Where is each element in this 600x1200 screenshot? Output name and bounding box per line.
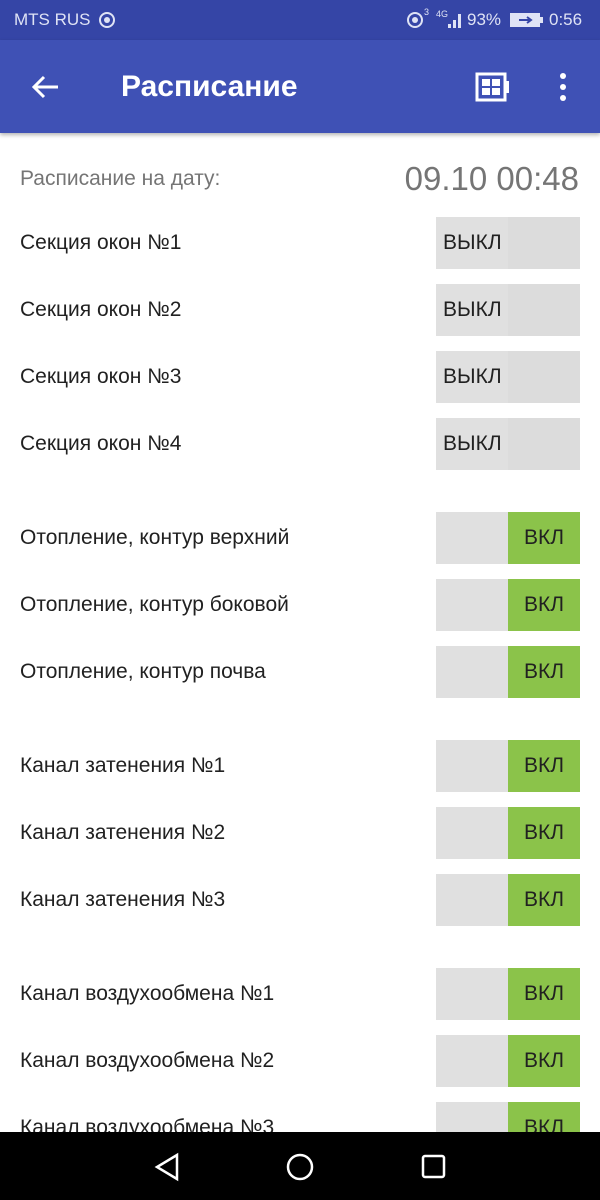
toggle-state: ВЫКЛ bbox=[443, 365, 502, 388]
row-label: Отопление, контур верхний bbox=[20, 526, 290, 549]
hotspot-icon bbox=[99, 12, 115, 28]
clock: 0:56 bbox=[549, 10, 583, 29]
toggle-knob bbox=[508, 284, 580, 336]
toggle-knob bbox=[508, 418, 580, 470]
toggle-state: ВКЛ bbox=[508, 874, 580, 926]
battery-level: 93% bbox=[467, 10, 502, 29]
toggle-state: ВКЛ bbox=[508, 740, 580, 792]
row-label: Канал затенения №2 bbox=[20, 821, 226, 844]
toggle-switch[interactable]: ВКЛ bbox=[436, 807, 580, 859]
row-label: Секция окон №2 bbox=[20, 298, 182, 321]
row-label: Секция окон №3 bbox=[20, 365, 182, 388]
overflow-menu[interactable] bbox=[553, 72, 573, 102]
nav-recents[interactable] bbox=[420, 1153, 448, 1181]
row-label: Канал затенения №3 bbox=[20, 888, 226, 911]
battery-icon bbox=[510, 13, 543, 27]
toggle-switch[interactable]: ВЫКЛ bbox=[436, 351, 580, 403]
toggle-switch[interactable]: ВКЛ bbox=[436, 968, 580, 1020]
toggle-state: ВКЛ bbox=[508, 579, 580, 631]
toggle-switch[interactable]: ВЫКЛ bbox=[436, 284, 580, 336]
row-label: Отопление, контур почва bbox=[20, 660, 266, 683]
app-bar: Расписание bbox=[0, 40, 600, 133]
calendar-button[interactable] bbox=[474, 71, 510, 103]
toggle-switch[interactable]: ВЫКЛ bbox=[436, 217, 580, 269]
date-label: Расписание на дату: bbox=[20, 167, 221, 190]
row-label: Секция окон №4 bbox=[20, 432, 182, 455]
toggle-switch[interactable]: ВКЛ bbox=[436, 512, 580, 564]
toggle-state: ВЫКЛ bbox=[443, 298, 502, 321]
toggle-knob bbox=[508, 217, 580, 269]
toggle-state: ВЫКЛ bbox=[443, 432, 502, 455]
row-label: Отопление, контур боковой bbox=[20, 593, 289, 616]
network-type: 3 bbox=[424, 7, 430, 17]
schedule-list: Расписание на дату: 09.10 00:48 Секция о… bbox=[0, 133, 600, 1132]
toggle-switch[interactable]: ВКЛ bbox=[436, 646, 580, 698]
toggle-state: ВКЛ bbox=[508, 968, 580, 1020]
navigation-bar bbox=[0, 1132, 600, 1200]
toggle-knob bbox=[508, 351, 580, 403]
toggle-state: ВКЛ bbox=[508, 512, 580, 564]
toggle-state: ВКЛ bbox=[508, 807, 580, 859]
nav-back[interactable] bbox=[152, 1152, 182, 1182]
toggle-state: ВКЛ bbox=[508, 1102, 580, 1132]
row-label: Канал воздухообмена №1 bbox=[20, 982, 275, 1005]
hotspot-icon bbox=[407, 12, 423, 28]
toggle-switch[interactable]: ВЫКЛ bbox=[436, 418, 580, 470]
toggle-state: ВКЛ bbox=[508, 646, 580, 698]
back-button[interactable] bbox=[30, 72, 60, 102]
row-label: Канал затенения №1 bbox=[20, 754, 226, 777]
toggle-switch[interactable]: ВКЛ bbox=[436, 1102, 580, 1132]
toggle-switch[interactable]: ВКЛ bbox=[436, 740, 580, 792]
toggle-switch[interactable]: ВКЛ bbox=[436, 579, 580, 631]
toggle-switch[interactable]: ВКЛ bbox=[436, 1035, 580, 1087]
row-label: Секция окон №1 bbox=[20, 231, 182, 254]
toggle-state: ВЫКЛ bbox=[443, 231, 502, 254]
toggle-state: ВКЛ bbox=[508, 1035, 580, 1087]
carrier: MTS RUS bbox=[14, 10, 91, 29]
signal-icon bbox=[448, 14, 461, 28]
nav-home[interactable] bbox=[285, 1152, 315, 1182]
app-title: Расписание bbox=[121, 70, 298, 103]
row-label: Канал воздухообмена №3 bbox=[20, 1116, 275, 1132]
row-label: Канал воздухообмена №2 bbox=[20, 1049, 275, 1072]
date-value: 09.10 00:48 bbox=[404, 160, 579, 197]
toggle-switch[interactable]: ВКЛ bbox=[436, 874, 580, 926]
network-type: 4G bbox=[436, 9, 449, 19]
status-bar: MTS RUS 3 4G 93% 0:56 bbox=[0, 0, 600, 40]
